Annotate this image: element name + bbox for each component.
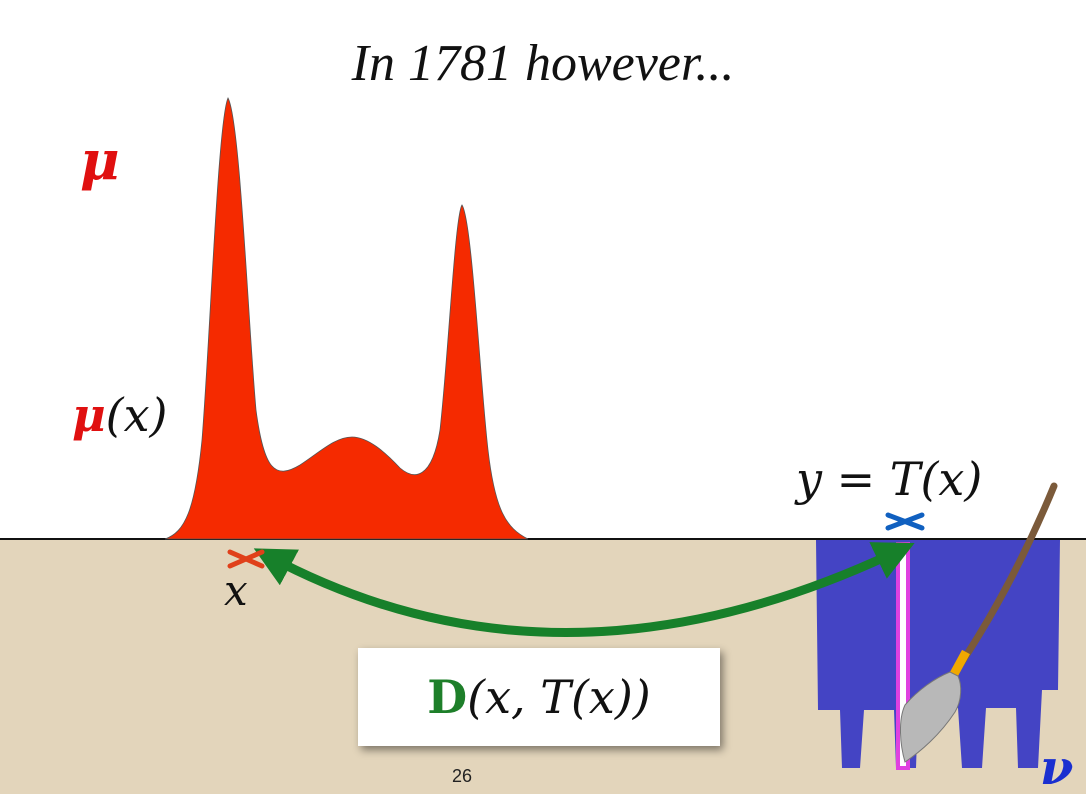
mu-of-x-symbol: μ: [72, 388, 106, 442]
shovel-collar: [950, 649, 970, 677]
mu-label: μ: [80, 128, 120, 192]
cost-D-symbol: D: [427, 670, 468, 724]
cost-args: (x, T(x)): [467, 670, 651, 724]
y-eq-T-of-x-label: y = T(x): [796, 452, 983, 506]
page-number: 26: [451, 766, 473, 786]
transport-arrow: [253, 542, 915, 638]
shovel-handle: [954, 482, 1058, 672]
x-label: x: [224, 566, 248, 615]
density-mu: [164, 97, 529, 540]
shovel-blade: [900, 671, 962, 763]
slide-title: In 1781 however...: [351, 35, 735, 92]
nu-label: ν: [1040, 740, 1074, 796]
mu-of-x-label: μ(x): [72, 388, 168, 442]
y-marker-icon: [885, 512, 925, 531]
mu-of-x-arg: (x): [105, 388, 168, 442]
x-marker-icon: [227, 549, 265, 569]
cost-formula-box: D (x, T(x)): [358, 648, 720, 746]
